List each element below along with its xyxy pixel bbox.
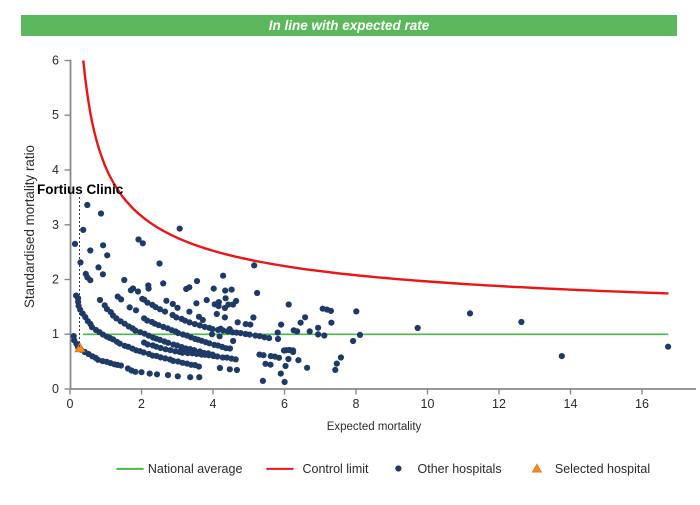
svg-text:2: 2 xyxy=(138,397,145,411)
svg-text:National average: National average xyxy=(148,462,243,476)
svg-text:12: 12 xyxy=(492,397,506,411)
svg-text:5: 5 xyxy=(52,108,59,122)
svg-text:10: 10 xyxy=(421,397,435,411)
svg-text:Control limit: Control limit xyxy=(303,462,370,476)
svg-text:Selected hospital: Selected hospital xyxy=(555,462,650,476)
svg-text:2: 2 xyxy=(52,273,59,287)
svg-text:Standardised mortality ratio: Standardised mortality ratio xyxy=(22,145,37,308)
svg-text:16: 16 xyxy=(635,397,649,411)
svg-text:4: 4 xyxy=(210,397,217,411)
svg-text:3: 3 xyxy=(52,218,59,232)
svg-text:0: 0 xyxy=(67,397,74,411)
svg-text:1: 1 xyxy=(52,327,59,341)
svg-text:0: 0 xyxy=(52,382,59,396)
svg-text:Fortius Clinic: Fortius Clinic xyxy=(37,182,124,197)
svg-text:6: 6 xyxy=(281,397,288,411)
svg-text:14: 14 xyxy=(564,397,578,411)
svg-text:Other hospitals: Other hospitals xyxy=(418,462,502,476)
svg-text:6: 6 xyxy=(52,54,59,68)
svg-text:Expected mortality: Expected mortality xyxy=(327,421,422,433)
svg-text:4: 4 xyxy=(52,163,59,177)
svg-text:8: 8 xyxy=(353,397,360,411)
